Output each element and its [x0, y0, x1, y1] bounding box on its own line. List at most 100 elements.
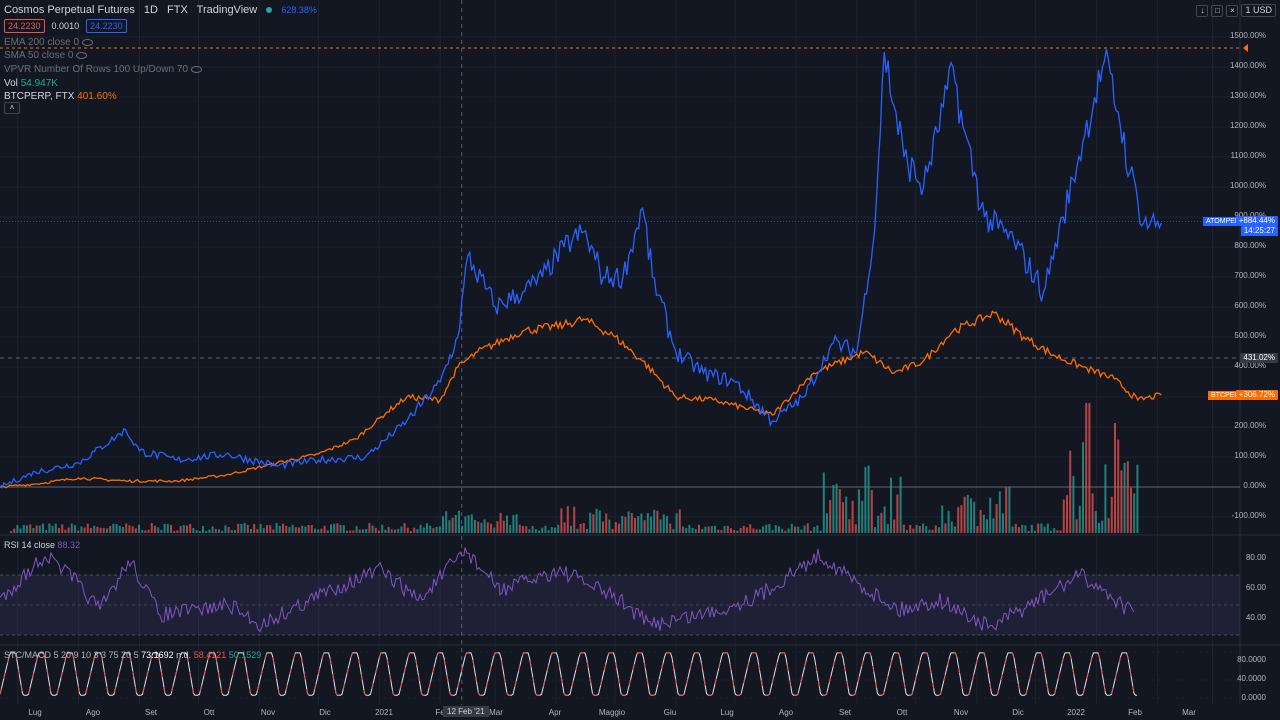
exchange-label: FTX [167, 4, 188, 16]
time-axis-label: Mar [1182, 708, 1196, 717]
stc-axis-label: 0.0000 [1241, 693, 1266, 702]
volume-bar [531, 525, 534, 533]
volume-bar [723, 525, 726, 533]
volume-bar [490, 523, 492, 533]
volume-bar [554, 527, 556, 533]
compare-legend[interactable]: BTCPERP, FTX 401.60% [4, 91, 117, 102]
volume-bar [1043, 526, 1046, 533]
volume-bar [19, 528, 22, 533]
time-axis-label: Fe [435, 708, 445, 717]
rsi-axis-label: 80.00 [1245, 553, 1266, 562]
download-icon[interactable]: ↓ [1196, 4, 1209, 17]
volume-bar [819, 530, 822, 533]
volume-bar [720, 530, 723, 533]
vpvr-legend[interactable]: VPVR Number Of Rows 100 Up/Down 70 [4, 64, 202, 75]
volume-bar [1123, 462, 1126, 533]
symbol-header: Cosmos Perpetual Futures 1D FTX TradingV… [4, 4, 323, 16]
time-axis-label: Ago [85, 708, 101, 717]
volume-bar [682, 526, 684, 533]
volume-bar [544, 525, 547, 533]
volume-bar [445, 511, 448, 533]
rsi-value: 88.32 [57, 540, 81, 550]
rsi-axis-label: 60.00 [1245, 583, 1266, 592]
volume-bar [925, 526, 928, 533]
volume-bar [618, 523, 620, 533]
volume-bar [560, 508, 563, 533]
volume-bar [710, 526, 713, 533]
volume-bar [115, 524, 118, 533]
volume-bar [310, 524, 313, 533]
volume-bar [387, 526, 390, 533]
currency-selector[interactable]: 1 USD [1241, 4, 1276, 17]
volume-bar [912, 528, 915, 533]
volume-bar [838, 489, 841, 533]
volume-bar [198, 530, 201, 533]
volume-bar [442, 516, 444, 533]
volume-bar [83, 527, 86, 533]
volume-bar [928, 529, 931, 533]
volume-bar [1107, 518, 1110, 533]
volume-bar [496, 521, 499, 533]
volume-bar [1075, 519, 1078, 533]
eye-icon[interactable] [82, 38, 94, 46]
maximize-icon[interactable]: □ [1211, 4, 1224, 17]
volume-bar [509, 525, 512, 533]
volume-bar [653, 509, 656, 533]
time-axis-label: Ott [896, 708, 908, 717]
volume-bar [80, 526, 83, 533]
volume-bar [1034, 530, 1036, 533]
volume-bar [1078, 505, 1081, 533]
rsi-legend[interactable]: RSI 14 close 88.32 [4, 540, 80, 550]
volume-bar [35, 525, 38, 533]
volume-bar [941, 505, 944, 533]
volume-bar [192, 528, 195, 533]
volume-bar [1018, 527, 1020, 533]
time-axis-label: Ott [203, 708, 215, 717]
interval-label[interactable]: 1D [143, 4, 158, 16]
close-icon[interactable]: × [1226, 4, 1239, 17]
time-axis-label: Feb [1128, 708, 1142, 717]
buy-button[interactable]: 24.2230 [86, 19, 127, 33]
stc-value-2: 58.4121 [193, 650, 227, 660]
volume-bar [150, 523, 153, 533]
volume-bar [909, 525, 912, 533]
volume-bar [938, 527, 940, 533]
volume-bar [934, 525, 937, 533]
volume-bar [474, 519, 476, 533]
volume-bar [125, 523, 128, 533]
volume-bar [42, 523, 44, 533]
volume-bar [173, 530, 176, 533]
volume-bar [259, 523, 262, 533]
volume-bar [662, 514, 665, 533]
volume-bar [16, 525, 19, 533]
volume-bar [915, 524, 918, 533]
volume-bar [646, 513, 649, 533]
price-axis-label: 700.00% [1234, 271, 1266, 280]
stc-legend[interactable]: STC/MACD 5 20 9 10 3 3 75 20 5 73.1692 n… [4, 650, 261, 660]
volume-bar [333, 523, 336, 533]
volume-bar [896, 494, 899, 533]
symbol-name[interactable]: Cosmos Perpetual Futures [4, 4, 135, 16]
volume-bar [576, 528, 579, 533]
eye-icon[interactable] [190, 65, 202, 73]
eye-icon[interactable] [76, 51, 88, 59]
volume-bar [640, 513, 643, 533]
volume-bar [141, 530, 144, 533]
volume-bar [448, 520, 451, 533]
volume-bar [269, 525, 272, 533]
volume-bar [829, 500, 832, 533]
volume-bar [730, 528, 732, 533]
volume-bar [771, 530, 774, 533]
volume-bar [406, 527, 409, 533]
sell-button[interactable]: 24.2230 [4, 19, 45, 33]
volume-bar [371, 525, 374, 533]
sma-legend[interactable]: SMA 50 close 0 [4, 50, 88, 61]
volume-bar [243, 523, 246, 533]
time-axis-label: Nov [260, 708, 276, 717]
volume-legend[interactable]: Vol 54.947K [4, 78, 58, 89]
volume-bar [906, 530, 908, 533]
collapse-legend-button[interactable]: ˄ [4, 102, 20, 114]
ema-legend[interactable]: EMA 200 close 0 [4, 37, 94, 48]
volume-bar [470, 514, 473, 533]
